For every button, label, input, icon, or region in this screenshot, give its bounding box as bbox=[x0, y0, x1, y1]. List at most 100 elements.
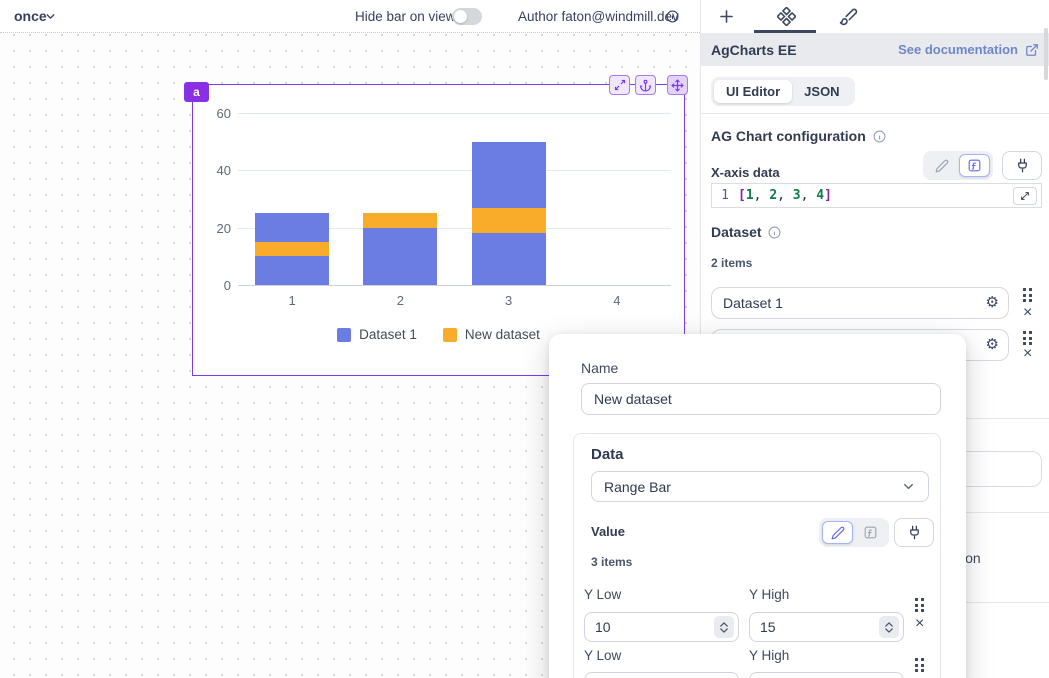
y-axis-tick-label: 20 bbox=[216, 220, 231, 236]
x-axis-tick-label: 1 bbox=[288, 293, 296, 308]
dataset-settings-modal: Name New dataset Data Range Bar Value bbox=[549, 334, 966, 678]
info-icon bbox=[666, 10, 679, 23]
x-axis-tick-label: 4 bbox=[613, 293, 621, 308]
drag-handle-icon[interactable] bbox=[1023, 331, 1032, 345]
styling-tab-brush-icon[interactable] bbox=[839, 7, 858, 26]
y-low-input[interactable]: 10 bbox=[584, 612, 739, 642]
y-high-input[interactable]: 15 bbox=[749, 612, 904, 642]
connect-input-plug-button[interactable] bbox=[1002, 151, 1042, 180]
value-items-count: 3 items bbox=[591, 555, 633, 569]
gridline bbox=[238, 285, 671, 286]
tab-json[interactable]: JSON bbox=[804, 84, 840, 99]
info-icon bbox=[768, 226, 781, 238]
scrollbar-thumb[interactable] bbox=[1044, 28, 1048, 80]
static-input-pencil-icon[interactable] bbox=[822, 521, 853, 544]
drag-handle-icon[interactable] bbox=[915, 658, 924, 672]
toggle-knob bbox=[454, 10, 467, 23]
y-low-label: Y Low bbox=[584, 648, 622, 663]
gridline bbox=[238, 113, 671, 114]
gear-icon[interactable]: ⚙ bbox=[985, 294, 999, 311]
y-high-input[interactable] bbox=[749, 672, 904, 678]
active-tab-underline bbox=[754, 30, 816, 33]
dataset-type-select[interactable]: Range Bar bbox=[591, 471, 929, 502]
name-label: Name bbox=[581, 360, 619, 376]
expression-input-fx-icon[interactable] bbox=[855, 521, 886, 544]
agcharts-component[interactable]: a 0 20 40 60 1 2 3 4 Dataset 1 New dataset bbox=[184, 75, 688, 376]
info-icon bbox=[873, 130, 886, 142]
drag-handle-icon[interactable] bbox=[1023, 288, 1032, 302]
tab-ui-editor[interactable]: UI Editor bbox=[714, 80, 793, 103]
dataset-name-value: Dataset 1 bbox=[723, 295, 783, 311]
y-axis-tick-label: 60 bbox=[216, 106, 231, 121]
number-stepper[interactable] bbox=[879, 616, 899, 638]
remove-dataset-icon[interactable]: × bbox=[1023, 304, 1033, 321]
remove-dataset-icon[interactable]: × bbox=[1023, 345, 1033, 362]
component-header: AgCharts EE See documentation bbox=[701, 33, 1049, 66]
chevron-down-icon[interactable] bbox=[44, 10, 57, 23]
x-axis-tick-label: 3 bbox=[505, 293, 513, 308]
remove-item-icon[interactable]: × bbox=[915, 615, 925, 632]
component-id-badge: a bbox=[184, 82, 209, 102]
hide-bar-toggle[interactable] bbox=[452, 8, 482, 25]
xaxis-code-editor[interactable]: 1 [1, 2, 3, 4] bbox=[711, 183, 1042, 208]
legend-swatch bbox=[442, 327, 457, 342]
expression-input-fx-icon[interactable] bbox=[959, 154, 990, 177]
insert-tab-plus-icon[interactable] bbox=[717, 7, 736, 26]
dataset-name-field[interactable]: New dataset bbox=[581, 383, 941, 415]
data-section-title: Data bbox=[591, 446, 624, 463]
move-component-button[interactable] bbox=[667, 75, 688, 95]
y-axis-tick-label: 0 bbox=[223, 278, 231, 293]
gridline bbox=[238, 170, 671, 172]
gridline bbox=[238, 227, 671, 229]
hide-bar-label: Hide bar on view bbox=[355, 9, 456, 24]
external-link-icon bbox=[1026, 43, 1038, 56]
line-number: 1 bbox=[721, 188, 729, 203]
y-low-input[interactable] bbox=[584, 672, 739, 678]
legend-item[interactable]: Dataset 1 bbox=[337, 327, 417, 342]
legend-label: New dataset bbox=[464, 327, 540, 342]
bar-segment-range bbox=[255, 242, 330, 257]
connect-input-plug-button[interactable] bbox=[894, 518, 934, 547]
bar-segment-range bbox=[471, 207, 546, 234]
xaxis-input-mode-switch bbox=[923, 151, 993, 180]
settings-tab-components-icon[interactable] bbox=[777, 7, 796, 26]
run-mode-select[interactable]: once bbox=[14, 8, 47, 24]
y-high-label: Y High bbox=[749, 587, 790, 602]
static-input-pencil-icon[interactable] bbox=[926, 154, 957, 177]
top-bar: once Hide bar on view Author faton@windm… bbox=[0, 0, 700, 33]
see-documentation-link[interactable]: See documentation bbox=[898, 42, 1039, 57]
number-stepper[interactable] bbox=[714, 616, 734, 638]
y-low-label: Y Low bbox=[584, 587, 622, 602]
data-section: Data Range Bar Value 3 items bbox=[573, 433, 941, 678]
bar-segment-dataset1 bbox=[363, 227, 438, 285]
chevron-down-icon bbox=[901, 479, 916, 494]
legend-label: Dataset 1 bbox=[359, 327, 417, 342]
editor-mode-switch: UI Editor JSON bbox=[711, 77, 855, 106]
dataset-type-value: Range Bar bbox=[604, 478, 671, 495]
xaxis-data-label: X-axis data bbox=[711, 165, 780, 180]
legend-item[interactable]: New dataset bbox=[442, 327, 540, 342]
chart-plot-area: 0 20 40 60 1 2 3 4 bbox=[193, 95, 684, 375]
component-title: AgCharts EE bbox=[711, 41, 797, 58]
y-high-label: Y High bbox=[749, 648, 790, 663]
divider bbox=[701, 113, 1049, 114]
expand-component-button[interactable] bbox=[609, 75, 630, 95]
code-line: [1, 2, 3, 4] bbox=[738, 188, 832, 203]
dataset-count: 2 items bbox=[711, 256, 753, 270]
y-axis-tick-label: 40 bbox=[216, 163, 231, 179]
config-section-title: AG Chart configuration bbox=[711, 128, 886, 144]
partially-hidden-label: ion bbox=[962, 550, 981, 566]
dataset-section-title: Dataset bbox=[711, 224, 781, 240]
author-label: Author faton@windmill.dev bbox=[518, 9, 679, 24]
y-low-value: 10 bbox=[595, 619, 611, 635]
y-high-value: 15 bbox=[760, 619, 776, 635]
anchor-component-button[interactable] bbox=[635, 75, 656, 95]
drag-handle-icon[interactable] bbox=[915, 598, 924, 612]
gear-icon[interactable]: ⚙ bbox=[985, 336, 999, 353]
value-input-mode-switch bbox=[819, 518, 889, 547]
expand-editor-icon[interactable] bbox=[1013, 187, 1037, 205]
chart-legend: Dataset 1 New dataset bbox=[193, 327, 684, 342]
dataset-name-input[interactable]: Dataset 1 ⚙ bbox=[711, 287, 1009, 319]
bar-segment-range bbox=[363, 213, 438, 228]
